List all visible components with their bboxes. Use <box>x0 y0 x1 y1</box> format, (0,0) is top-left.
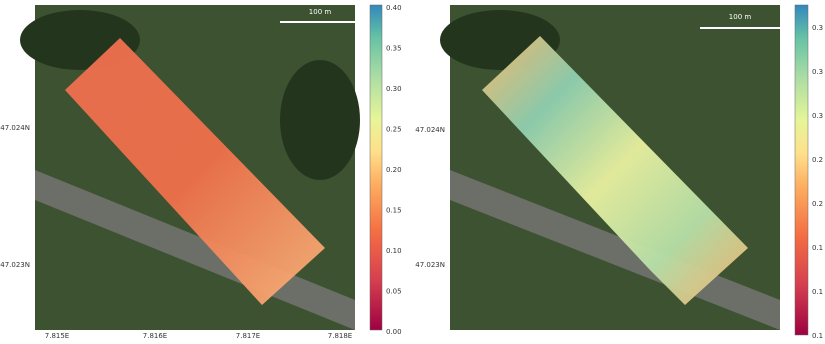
colorbar-tick-label: 0.3 <box>812 24 823 32</box>
field-overlay <box>482 36 748 305</box>
colorbar-tick-label: 0.15 <box>386 207 402 215</box>
lat-label: 47.023N <box>415 261 445 269</box>
colorbar-tick-label: 0.40 <box>386 4 402 12</box>
colorbar-tick-label: 0.25 <box>386 126 402 134</box>
colorbar-tick-label: 0.35 <box>386 45 402 53</box>
left-map <box>20 4 383 331</box>
colorbar-tick-label: 0.1 <box>812 332 823 340</box>
scale-label: 100 m <box>309 8 332 16</box>
scale-label: 100 m <box>729 13 752 21</box>
right-map <box>440 4 809 336</box>
colorbar-tick-label: 0.10 <box>386 247 402 255</box>
lon-label: 7.818E <box>328 332 352 340</box>
colorbar-tick-label: 0.00 <box>386 328 402 336</box>
lon-label: 7.816E <box>143 332 167 340</box>
colorbar-tick-label: 0.3 <box>812 68 823 76</box>
colorbar-tick-label: 0.1 <box>812 288 823 296</box>
lat-label: 47.023N <box>0 261 30 269</box>
field-overlay <box>65 38 325 305</box>
lat-label: 47.024N <box>415 126 445 134</box>
colorbar-tick-label: 0.05 <box>386 288 402 296</box>
colorbar-tick-label: 0.2 <box>812 200 823 208</box>
colorbar <box>369 4 383 331</box>
colorbar-tick-label: 0.3 <box>812 112 823 120</box>
colorbar <box>794 4 809 336</box>
lon-label: 7.815E <box>45 332 69 340</box>
forest <box>280 60 360 180</box>
colorbar-tick-label: 0.1 <box>812 244 823 252</box>
lat-label: 47.024N <box>0 124 30 132</box>
colorbar-tick-label: 0.2 <box>812 156 823 164</box>
colorbar-tick-label: 0.30 <box>386 85 402 93</box>
colorbar-tick-label: 0.20 <box>386 166 402 174</box>
lon-label: 7.817E <box>236 332 260 340</box>
